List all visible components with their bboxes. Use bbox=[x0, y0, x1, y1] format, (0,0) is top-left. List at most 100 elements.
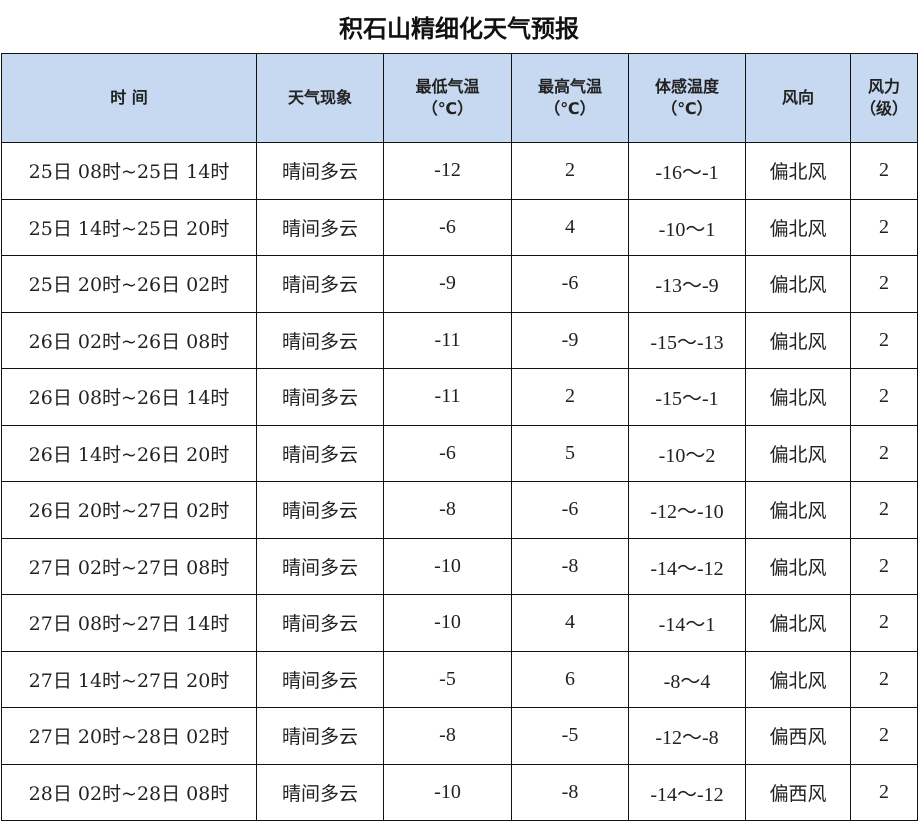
cell-feels-like: -10～1 bbox=[628, 198, 746, 256]
cell-wind-direction: 偏北风 bbox=[745, 311, 851, 369]
cell-max-temp: 4 bbox=[511, 198, 629, 256]
cell-max-temp: 5 bbox=[511, 424, 629, 482]
cell-max-temp: 6 bbox=[511, 650, 629, 708]
cell-wind-force: 2 bbox=[850, 424, 918, 482]
header-unit: （℃） bbox=[421, 99, 474, 118]
cell-feels-like: -14～-12 bbox=[628, 763, 746, 821]
cell-time: 26日 14时~26日 20时 bbox=[1, 424, 257, 482]
cell-wind-force: 2 bbox=[850, 537, 918, 595]
cell-weather: 晴间多云 bbox=[256, 255, 384, 313]
cell-min-temp: -8 bbox=[383, 707, 512, 765]
cell-feels-like: -16～-1 bbox=[628, 142, 746, 200]
header-label: 最高气温 bbox=[537, 77, 602, 96]
cell-time: 26日 08时~26日 14时 bbox=[1, 368, 257, 426]
cell-min-temp: -10 bbox=[383, 594, 512, 652]
cell-min-temp: -9 bbox=[383, 255, 512, 313]
cell-weather: 晴间多云 bbox=[256, 142, 384, 200]
header-row: 时 间 天气现象 最低气温 （℃） 最高气温 （℃） 体感温度 （℃） 风向 风力 （级） bbox=[1, 53, 918, 143]
cell-wind-force: 2 bbox=[850, 763, 918, 821]
cell-time: 25日 08时~25日 14时 bbox=[1, 142, 257, 200]
cell-time: 28日 02时~28日 08时 bbox=[1, 763, 257, 821]
cell-wind-direction: 偏北风 bbox=[745, 198, 851, 256]
cell-feels-like: -12～-8 bbox=[628, 707, 746, 765]
header-wind-direction: 风向 bbox=[745, 53, 851, 143]
header-label: 最低气温 bbox=[415, 77, 480, 96]
cell-wind-direction: 偏北风 bbox=[745, 142, 851, 200]
cell-feels-like: -14～-12 bbox=[628, 537, 746, 595]
cell-wind-direction: 偏北风 bbox=[745, 594, 851, 652]
table-row: 26日 02时~26日 08时 晴间多云 -11 -9 -15～-13 偏北风 2 bbox=[1, 311, 918, 369]
cell-wind-direction: 偏西风 bbox=[745, 707, 851, 765]
cell-wind-direction: 偏北风 bbox=[745, 424, 851, 482]
cell-weather: 晴间多云 bbox=[256, 481, 384, 539]
table-row: 27日 14时~27日 20时 晴间多云 -5 6 -8～4 偏北风 2 bbox=[1, 650, 918, 708]
cell-min-temp: -6 bbox=[383, 424, 512, 482]
cell-feels-like: -15～-13 bbox=[628, 311, 746, 369]
cell-feels-like: -14～1 bbox=[628, 594, 746, 652]
header-weather: 天气现象 bbox=[256, 53, 384, 143]
cell-feels-like: -8～4 bbox=[628, 650, 746, 708]
cell-weather: 晴间多云 bbox=[256, 650, 384, 708]
table-row: 27日 20时~28日 02时 晴间多云 -8 -5 -12～-8 偏西风 2 bbox=[1, 707, 918, 765]
cell-wind-force: 2 bbox=[850, 255, 918, 313]
header-label: 体感温度 bbox=[654, 77, 719, 96]
cell-wind-direction: 偏西风 bbox=[745, 763, 851, 821]
table-row: 25日 20时~26日 02时 晴间多云 -9 -6 -13～-9 偏北风 2 bbox=[1, 255, 918, 313]
header-unit: （℃） bbox=[544, 99, 596, 118]
forecast-table: 时 间 天气现象 最低气温 （℃） 最高气温 （℃） 体感温度 （℃） 风向 风力 （级） 25日 … bbox=[1, 53, 918, 821]
cell-wind-force: 2 bbox=[850, 142, 918, 200]
cell-feels-like: -13～-9 bbox=[628, 255, 746, 313]
table-row: 25日 14时~25日 20时 晴间多云 -6 4 -10～1 偏北风 2 bbox=[1, 198, 918, 256]
page-title: 积石山精细化天气预报 bbox=[339, 15, 579, 43]
cell-wind-force: 2 bbox=[850, 650, 918, 708]
cell-max-temp: 2 bbox=[511, 368, 629, 426]
cell-time: 26日 02时~26日 08时 bbox=[1, 311, 257, 369]
cell-time: 25日 20时~26日 02时 bbox=[1, 255, 257, 313]
cell-min-temp: -10 bbox=[383, 763, 512, 821]
cell-max-temp: 2 bbox=[511, 142, 629, 200]
cell-time: 26日 20时~27日 02时 bbox=[1, 481, 257, 539]
header-unit: （℃） bbox=[661, 99, 713, 118]
cell-wind-direction: 偏北风 bbox=[745, 537, 851, 595]
table-row: 27日 08时~27日 14时 晴间多云 -10 4 -14～1 偏北风 2 bbox=[1, 594, 918, 652]
cell-time: 27日 08时~27日 14时 bbox=[1, 594, 257, 652]
header-unit: （级） bbox=[859, 99, 908, 118]
cell-max-temp: -9 bbox=[511, 311, 629, 369]
header-label: 风力 bbox=[867, 77, 900, 96]
header-min-temp: 最低气温 （℃） bbox=[383, 53, 512, 143]
table-row: 26日 14时~26日 20时 晴间多云 -6 5 -10～2 偏北风 2 bbox=[1, 424, 918, 482]
cell-time: 27日 20时~28日 02时 bbox=[1, 707, 257, 765]
cell-weather: 晴间多云 bbox=[256, 763, 384, 821]
header-label: 时 间 bbox=[110, 88, 148, 107]
header-label: 天气现象 bbox=[287, 88, 352, 107]
cell-wind-force: 2 bbox=[850, 481, 918, 539]
cell-max-temp: 4 bbox=[511, 594, 629, 652]
header-wind-force: 风力 （级） bbox=[850, 53, 918, 143]
cell-feels-like: -10～2 bbox=[628, 424, 746, 482]
header-label: 风向 bbox=[781, 88, 814, 107]
cell-time: 25日 14时~25日 20时 bbox=[1, 198, 257, 256]
cell-wind-direction: 偏北风 bbox=[745, 368, 851, 426]
table-row: 25日 08时~25日 14时 晴间多云 -12 2 -16～-1 偏北风 2 bbox=[1, 142, 918, 200]
cell-min-temp: -5 bbox=[383, 650, 512, 708]
cell-wind-direction: 偏北风 bbox=[745, 481, 851, 539]
table-row: 28日 02时~28日 08时 晴间多云 -10 -8 -14～-12 偏西风 2 bbox=[1, 763, 918, 821]
cell-wind-force: 2 bbox=[850, 368, 918, 426]
cell-min-temp: -10 bbox=[383, 537, 512, 595]
cell-feels-like: -12～-10 bbox=[628, 481, 746, 539]
cell-weather: 晴间多云 bbox=[256, 537, 384, 595]
cell-max-temp: -8 bbox=[511, 537, 629, 595]
cell-feels-like: -15～-1 bbox=[628, 368, 746, 426]
cell-weather: 晴间多云 bbox=[256, 707, 384, 765]
cell-min-temp: -12 bbox=[383, 142, 512, 200]
cell-time: 27日 14时~27日 20时 bbox=[1, 650, 257, 708]
cell-max-temp: -6 bbox=[511, 255, 629, 313]
cell-wind-force: 2 bbox=[850, 707, 918, 765]
cell-weather: 晴间多云 bbox=[256, 368, 384, 426]
table-row: 27日 02时~27日 08时 晴间多云 -10 -8 -14～-12 偏北风 2 bbox=[1, 537, 918, 595]
cell-min-temp: -8 bbox=[383, 481, 512, 539]
cell-min-temp: -6 bbox=[383, 198, 512, 256]
header-feels-like: 体感温度 （℃） bbox=[628, 53, 746, 143]
cell-wind-force: 2 bbox=[850, 311, 918, 369]
cell-weather: 晴间多云 bbox=[256, 424, 384, 482]
